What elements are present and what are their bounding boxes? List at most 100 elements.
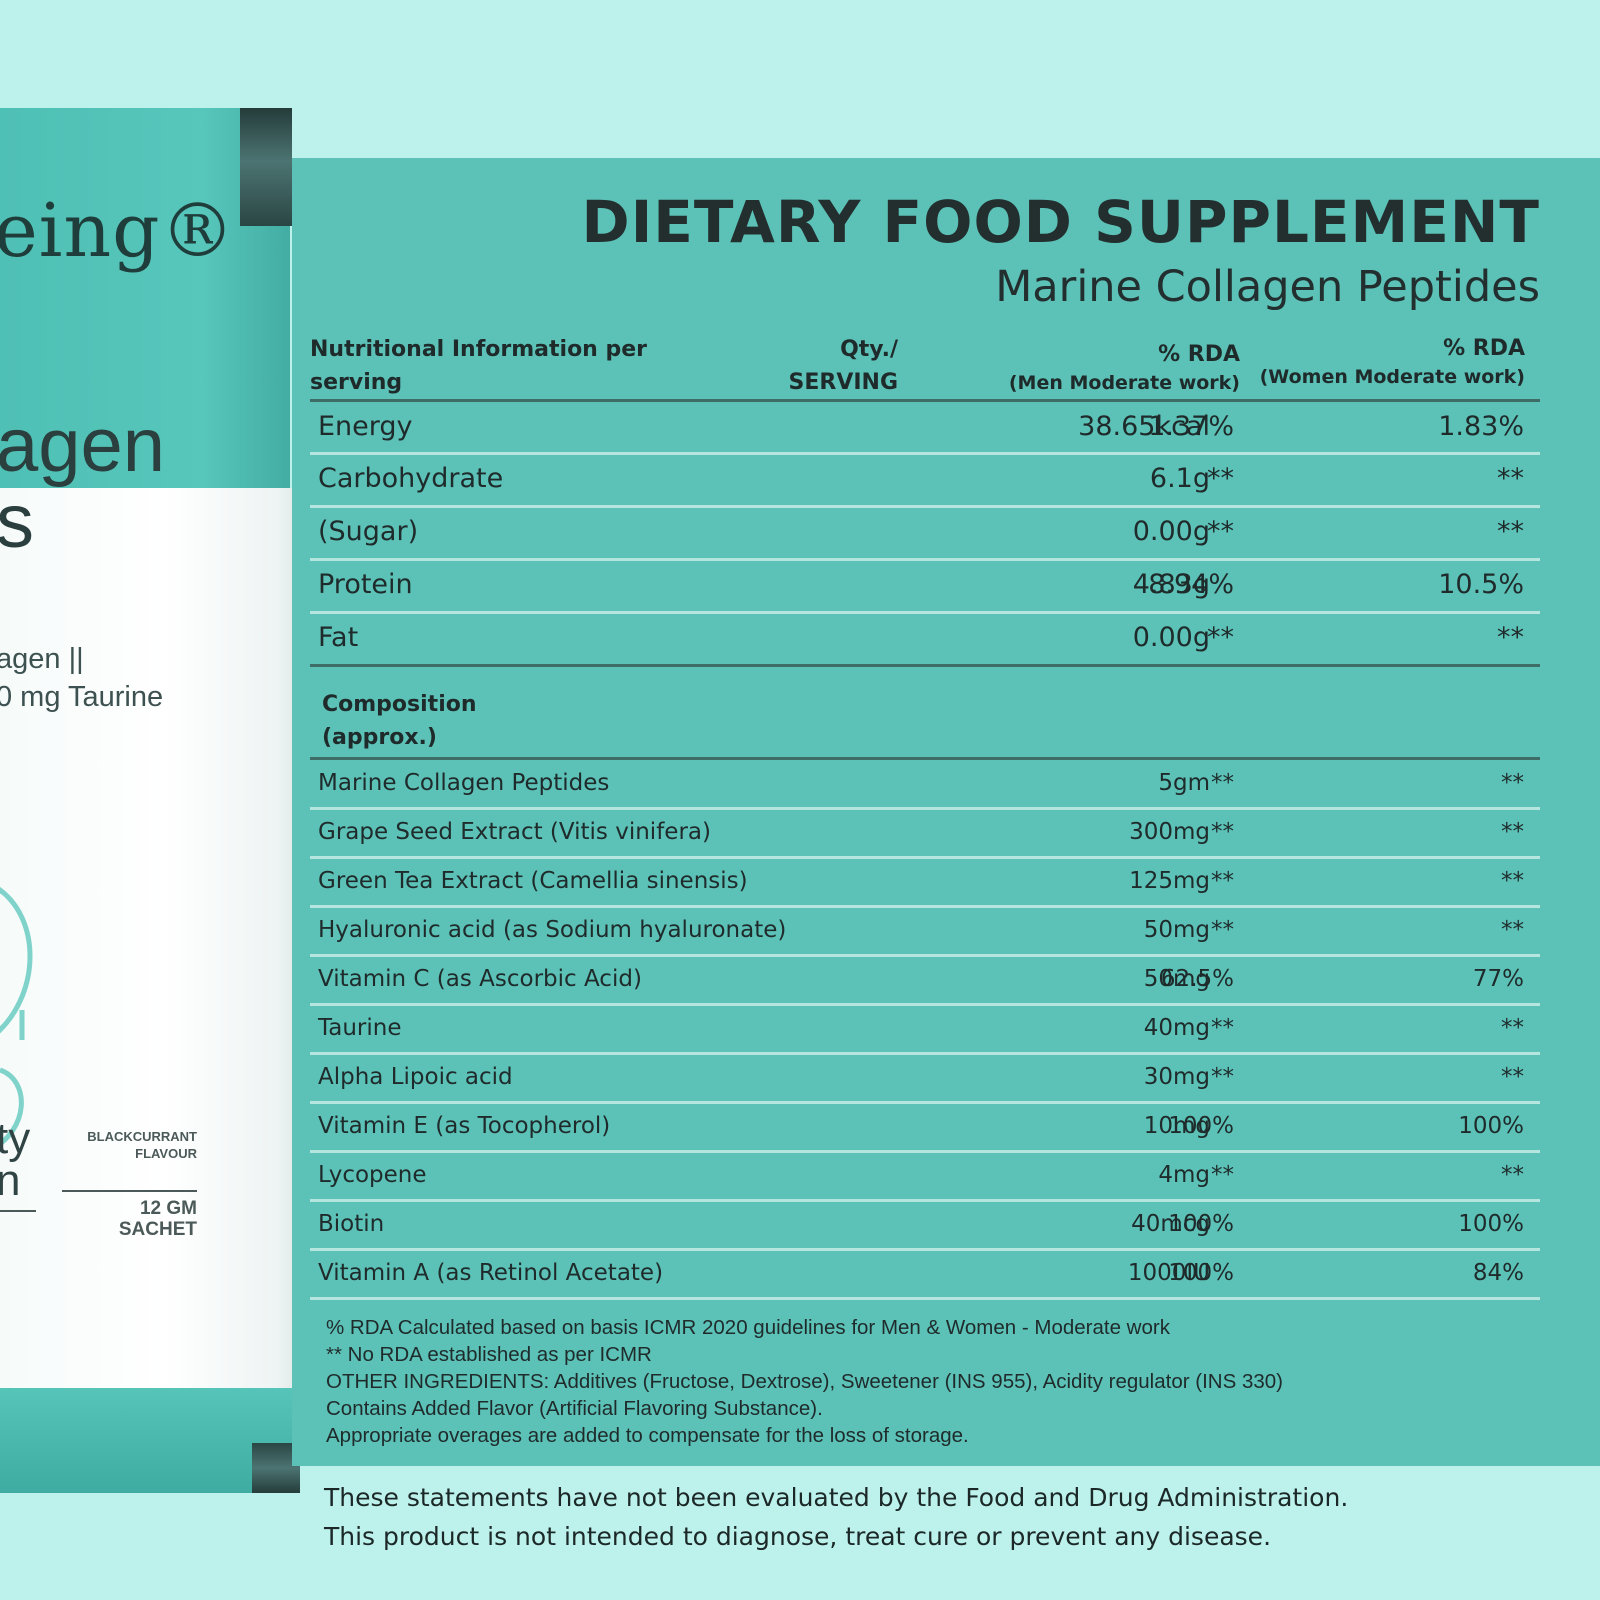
table-row: Hyaluronic acid (as Sodium hyaluronate) … bbox=[310, 906, 1540, 954]
row-divider bbox=[310, 905, 1540, 908]
footnote-other-ingredients: OTHER INGREDIENTS: Additives (Fructose, … bbox=[326, 1370, 1283, 1393]
row-qty: 50mg bbox=[1143, 966, 1210, 992]
sachet-product-name: agen s bbox=[0, 403, 166, 564]
composition-divider bbox=[310, 757, 1540, 760]
row-name: Vitamin C (as Ascorbic Acid) bbox=[318, 966, 642, 992]
page-subtitle: Marine Collagen Peptides bbox=[995, 262, 1540, 312]
header-rda-men-line2: (Men Moderate work) bbox=[1008, 372, 1240, 394]
row-qty: 1000IU bbox=[1127, 1260, 1210, 1286]
row-rda-men: 100% bbox=[1168, 1260, 1234, 1286]
row-rda-men: 100% bbox=[1168, 1113, 1234, 1139]
row-rda-women: 100% bbox=[1458, 1113, 1524, 1139]
header-qty-line2: SERVING bbox=[788, 370, 899, 395]
table-row: Green Tea Extract (Camellia sinensis) 12… bbox=[310, 857, 1540, 905]
row-rda-men: 100% bbox=[1168, 1211, 1234, 1237]
row-divider bbox=[310, 1150, 1540, 1153]
header-rda-women-line2: (Women Moderate work) bbox=[1259, 366, 1525, 388]
table-row: Taurine 40mg ** ** bbox=[310, 1004, 1540, 1052]
row-qty: 4.83g bbox=[1132, 569, 1210, 600]
row-qty: 50mg bbox=[1143, 917, 1210, 943]
row-qty: 30mg bbox=[1143, 1064, 1210, 1090]
header-rda-women: % RDA (Women Moderate work) bbox=[1250, 334, 1525, 392]
row-name: Protein bbox=[318, 569, 413, 600]
row-rda-men: ** bbox=[1207, 622, 1234, 653]
header-rda-men: % RDA (Men Moderate work) bbox=[980, 340, 1240, 398]
row-rda-men: ** bbox=[1207, 463, 1234, 494]
sachet-flavour: BLACKCURRANT FLAVOUR bbox=[87, 1129, 197, 1161]
row-rda-men: ** bbox=[1211, 1064, 1234, 1090]
row-name: Green Tea Extract (Camellia sinensis) bbox=[318, 868, 748, 894]
row-rda-women: ** bbox=[1497, 516, 1524, 547]
row-name: Hyaluronic acid (as Sodium hyaluronate) bbox=[318, 917, 787, 943]
row-rda-women: 77% bbox=[1472, 966, 1524, 992]
table-row: Vitamin C (as Ascorbic Acid) 50mg 62.5% … bbox=[310, 955, 1540, 1003]
table-row: Protein 4.83g 8.94% 10.5% bbox=[310, 559, 1540, 611]
row-name: Marine Collagen Peptides bbox=[318, 770, 610, 796]
row-name: Vitamin A (as Retinol Acetate) bbox=[318, 1260, 664, 1286]
table-row: Lycopene 4mg ** ** bbox=[310, 1151, 1540, 1199]
row-rda-women: ** bbox=[1497, 463, 1524, 494]
header-qty-line1: Qty./ bbox=[840, 337, 898, 362]
row-rda-men: 8.94% bbox=[1148, 569, 1234, 600]
row-divider bbox=[310, 1052, 1540, 1055]
footnote-rda-basis: % RDA Calculated based on basis ICMR 202… bbox=[326, 1316, 1170, 1339]
row-divider bbox=[310, 1101, 1540, 1104]
sachet-seal-top bbox=[240, 108, 292, 226]
header-qty: Qty./ SERVING bbox=[700, 333, 899, 399]
table-row: Energy 38.65kcal 1.37% 1.83% bbox=[310, 401, 1540, 453]
row-rda-women: ** bbox=[1501, 1162, 1524, 1188]
leaf-icon bbox=[0, 886, 33, 1147]
row-divider bbox=[310, 856, 1540, 859]
table-row: Carbohydrate 6.1g ** ** bbox=[310, 453, 1540, 505]
disclaimer-line: These statements have not been evaluated… bbox=[324, 1483, 1349, 1512]
row-qty: 40mcg bbox=[1131, 1211, 1210, 1237]
row-qty: 40mg bbox=[1143, 1015, 1210, 1041]
row-qty: 10mg bbox=[1143, 1113, 1210, 1139]
row-rda-women: 1.83% bbox=[1438, 411, 1524, 442]
row-name: Taurine bbox=[318, 1015, 402, 1041]
table-row: Marine Collagen Peptides 5gm ** ** bbox=[310, 759, 1540, 807]
row-rda-women: ** bbox=[1501, 819, 1524, 845]
row-name: Grape Seed Extract (Vitis vinifera) bbox=[318, 819, 711, 845]
row-name: Lycopene bbox=[318, 1162, 427, 1188]
row-rda-men: 1.37% bbox=[1148, 411, 1234, 442]
row-qty: 300mg bbox=[1129, 819, 1210, 845]
row-qty: 0.00g bbox=[1132, 516, 1210, 547]
sachet-bottom-band bbox=[0, 1388, 300, 1493]
row-rda-women: 10.5% bbox=[1438, 569, 1524, 600]
row-divider bbox=[310, 1297, 1540, 1300]
sachet-product-subtitle: agen || 0 mg Taurine bbox=[0, 643, 164, 713]
sachet-brand: eing® bbox=[0, 188, 236, 274]
row-divider bbox=[310, 452, 1540, 455]
row-rda-women: ** bbox=[1497, 622, 1524, 653]
row-divider bbox=[310, 611, 1540, 614]
header-rda-women-line1: % RDA bbox=[1443, 336, 1525, 361]
table-row: (Sugar) 0.00g ** ** bbox=[310, 506, 1540, 558]
header-divider bbox=[310, 399, 1540, 402]
row-qty: 0.00g bbox=[1132, 622, 1210, 653]
row-name: Energy bbox=[318, 411, 413, 442]
row-name: Biotin bbox=[318, 1211, 385, 1237]
row-rda-women: ** bbox=[1501, 770, 1524, 796]
row-rda-women: 100% bbox=[1458, 1211, 1524, 1237]
row-qty: 6.1g bbox=[1149, 463, 1210, 494]
table-row: Vitamin A (as Retinol Acetate) 1000IU 10… bbox=[310, 1249, 1540, 1297]
header-rda-men-line1: % RDA bbox=[1158, 342, 1240, 367]
sachet-size: 12 GM SACHET bbox=[118, 1198, 197, 1240]
row-divider bbox=[310, 558, 1540, 561]
row-rda-women: ** bbox=[1501, 917, 1524, 943]
footnote-flavor: Contains Added Flavor (Artificial Flavor… bbox=[326, 1397, 823, 1420]
row-rda-women: ** bbox=[1501, 1064, 1524, 1090]
row-divider bbox=[310, 1199, 1540, 1202]
row-divider bbox=[310, 505, 1540, 508]
row-rda-men: ** bbox=[1211, 1015, 1234, 1041]
row-rda-women: 84% bbox=[1472, 1260, 1524, 1286]
page-title: DIETARY FOOD SUPPLEMENT bbox=[581, 188, 1540, 256]
row-qty: 38.65kcal bbox=[1078, 411, 1210, 442]
fda-disclaimer: These statements have not been evaluated… bbox=[324, 1478, 1574, 1556]
row-rda-men: 62.5% bbox=[1160, 966, 1234, 992]
row-name: (Sugar) bbox=[318, 516, 419, 547]
row-rda-men: ** bbox=[1211, 917, 1234, 943]
table-row: Grape Seed Extract (Vitis vinifera) 300m… bbox=[310, 808, 1540, 856]
row-divider bbox=[310, 1248, 1540, 1251]
